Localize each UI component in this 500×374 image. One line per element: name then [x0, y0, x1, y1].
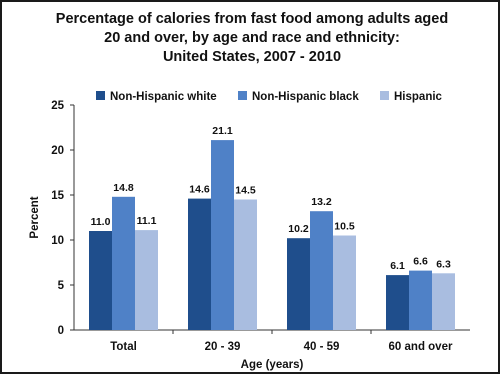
data-label: 11.0: [91, 216, 111, 228]
chart-title: Percentage of calories from fast food am…: [12, 10, 492, 67]
data-label: 6.3: [436, 258, 451, 270]
x-tick-label: 40 - 59: [304, 341, 340, 353]
y-tick-label: 0: [58, 325, 64, 337]
x-tick-label: 20 - 39: [205, 341, 241, 353]
legend-swatch: [380, 91, 389, 100]
data-label: 6.1: [390, 260, 405, 272]
legend-label: Non-Hispanic black: [252, 91, 359, 103]
chart-title-line-3: United States, 2007 - 2010: [162, 49, 342, 65]
data-label: 10.2: [288, 223, 309, 235]
y-tick-label: 5: [58, 280, 65, 292]
bar-non-hispanic-black-0: [112, 196, 135, 330]
y-axis-label: Percent: [29, 196, 41, 238]
data-label: 14.6: [189, 184, 210, 196]
bar-non-hispanic-white-1: [188, 198, 211, 330]
x-tick-label: Total: [110, 341, 137, 353]
legend-label: Hispanic: [394, 91, 443, 103]
x-tick-label: 60 and over: [389, 341, 453, 353]
bar-non-hispanic-white-3: [386, 275, 409, 330]
x-axis-label: Age (years): [241, 359, 304, 371]
y-tick-label: 15: [51, 190, 64, 202]
bar-hispanic-3: [432, 273, 455, 330]
y-tick-label: 10: [51, 235, 64, 247]
data-label: 14.8: [113, 182, 134, 194]
bar-hispanic-2: [333, 235, 356, 330]
data-label: 13.2: [311, 196, 332, 208]
legend-label: Non-Hispanic white: [110, 91, 217, 103]
data-label: 10.5: [334, 221, 355, 233]
bar-non-hispanic-black-2: [310, 211, 333, 330]
y-tick-label: 20: [51, 145, 64, 157]
legend-swatch: [238, 91, 247, 100]
legend-swatch: [96, 91, 105, 100]
data-label: 14.5: [235, 185, 256, 197]
bar-hispanic-0: [135, 230, 158, 330]
bar-non-hispanic-white-2: [287, 238, 310, 330]
data-label: 11.1: [137, 215, 157, 227]
y-tick-label: 25: [51, 100, 64, 112]
data-label: 21.1: [212, 125, 233, 137]
chart-title-line-2: 20 and over, by age and race and ethnici…: [104, 30, 400, 46]
bar-non-hispanic-black-1: [211, 140, 234, 330]
bar-hispanic-1: [234, 199, 257, 330]
chart-title-line-1: Percentage of calories from fast food am…: [55, 11, 449, 27]
bar-non-hispanic-white-0: [89, 231, 112, 330]
bar-non-hispanic-black-3: [409, 270, 432, 330]
data-label: 6.6: [413, 256, 428, 268]
